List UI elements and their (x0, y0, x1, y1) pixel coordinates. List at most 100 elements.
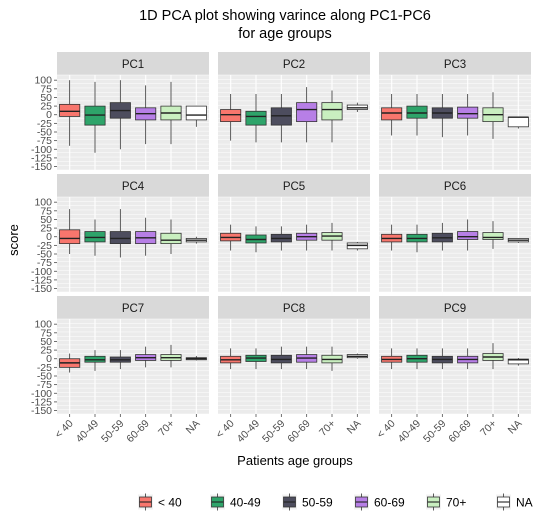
box-body (482, 232, 504, 240)
y-tick-label: 75 (40, 205, 52, 217)
strip-label-pc1: PC1 (122, 59, 144, 71)
box-body (406, 105, 428, 119)
box-body (457, 106, 479, 119)
box-pc3-70 (482, 92, 504, 139)
legend-item-70: 70+ (426, 493, 466, 511)
box-pc6-na (507, 238, 529, 243)
chart-title-line-1: 1D PCA plot showing varince along PC1-PC… (139, 8, 431, 24)
box-pc3-na (507, 116, 529, 129)
box-body (457, 231, 479, 240)
strip-pc2 (218, 52, 370, 75)
strip-label-pc5: PC5 (283, 181, 305, 193)
legend-label: < 40 (158, 496, 182, 510)
y-tick-label: 50 (40, 92, 52, 104)
strip-pc1 (57, 52, 209, 75)
strip-label-pc7: PC7 (122, 303, 144, 315)
box-pc1-4049 (84, 81, 106, 153)
x-tick-label: 70+ (317, 418, 338, 439)
strip-pc6 (379, 174, 531, 197)
x-tick-label: < 40 (375, 418, 398, 441)
box-pc6-4049 (406, 224, 428, 253)
y-tick-label: -75 (37, 135, 52, 147)
y-tick-label: 25 (40, 345, 52, 357)
x-tick-label: 60-69 (285, 418, 313, 446)
legend-item-5059: 50-59 (282, 493, 333, 511)
box-pc9-na (507, 358, 529, 366)
y-tick-label: -75 (37, 257, 52, 269)
box-pc7-5059 (109, 350, 131, 370)
strip-pc8 (218, 296, 370, 319)
y-tick-label: -150 (31, 161, 52, 173)
y-tick-label: -25 (37, 240, 52, 252)
y-tick-label: -50 (37, 249, 52, 261)
x-axis-title: Patients age groups (237, 453, 353, 468)
box-pc2-na (346, 102, 368, 112)
strip-label-pc6: PC6 (444, 181, 466, 193)
box-pc6-5059 (431, 222, 453, 251)
box-pc1-na (185, 105, 207, 127)
x-tick-label: < 40 (53, 418, 76, 441)
x-tick-label: 40-49 (235, 418, 263, 446)
box-body (381, 107, 403, 121)
box-pc2-70 (321, 90, 343, 143)
legend-label: 70+ (446, 496, 466, 510)
x-tick-label: NA (184, 418, 203, 437)
box-pc8-4049 (245, 348, 267, 370)
x-tick-label: 70+ (478, 418, 499, 439)
box-pc1-40 (59, 80, 81, 146)
strip-pc4 (57, 174, 209, 197)
box-pc8-6069 (296, 346, 318, 370)
box-pc7-na (185, 355, 207, 361)
y-tick-label: -25 (37, 362, 52, 374)
x-tick-label: 50-59 (260, 418, 288, 446)
y-tick-label: 100 (34, 75, 52, 87)
x-tick-label: 50-59 (99, 418, 127, 446)
box-body (160, 232, 182, 245)
x-tick-label: NA (345, 418, 364, 437)
strip-pc5 (218, 174, 370, 197)
legend-label: NA (516, 496, 533, 510)
box-body (59, 103, 81, 117)
box-pc5-6069 (296, 224, 318, 251)
x-tick-label: < 40 (214, 418, 237, 441)
box-pc9-40 (381, 348, 403, 370)
box-body (185, 105, 207, 121)
box-pc7-4049 (84, 350, 106, 371)
box-pc3-6069 (457, 94, 479, 136)
box-pc8-na (346, 353, 368, 359)
y-tick-label: 50 (40, 214, 52, 226)
y-tick-label: 100 (34, 319, 52, 331)
strip-pc7 (57, 296, 209, 319)
box-pc6-6069 (457, 219, 479, 251)
box-pc9-4049 (406, 348, 428, 370)
strip-pc3 (379, 52, 531, 75)
box-pc4-4049 (84, 219, 106, 256)
y-tick-label: 100 (34, 197, 52, 209)
box-pc5-na (346, 241, 368, 251)
legend-item-6069: 60-69 (354, 493, 405, 511)
box-pc8-40 (220, 348, 242, 370)
box-pc3-5059 (431, 94, 453, 138)
y-tick-label: -125 (31, 152, 52, 164)
box-pc4-40 (59, 209, 81, 254)
box-body (59, 229, 81, 245)
box-pc3-40 (381, 94, 403, 136)
box-pc8-70 (321, 346, 343, 371)
box-pc2-40 (220, 94, 242, 141)
legend-item-40: < 40 (138, 493, 182, 511)
strip-label-pc4: PC4 (122, 181, 145, 193)
y-tick-label: -50 (37, 371, 52, 383)
strip-label-pc2: PC2 (283, 59, 305, 71)
box-body (507, 116, 529, 128)
y-tick-label: -25 (37, 118, 52, 130)
x-tick-label: 40-49 (396, 418, 424, 446)
y-tick-label: 0 (46, 353, 52, 365)
box-pc1-6069 (135, 85, 157, 145)
box-body (321, 102, 343, 121)
